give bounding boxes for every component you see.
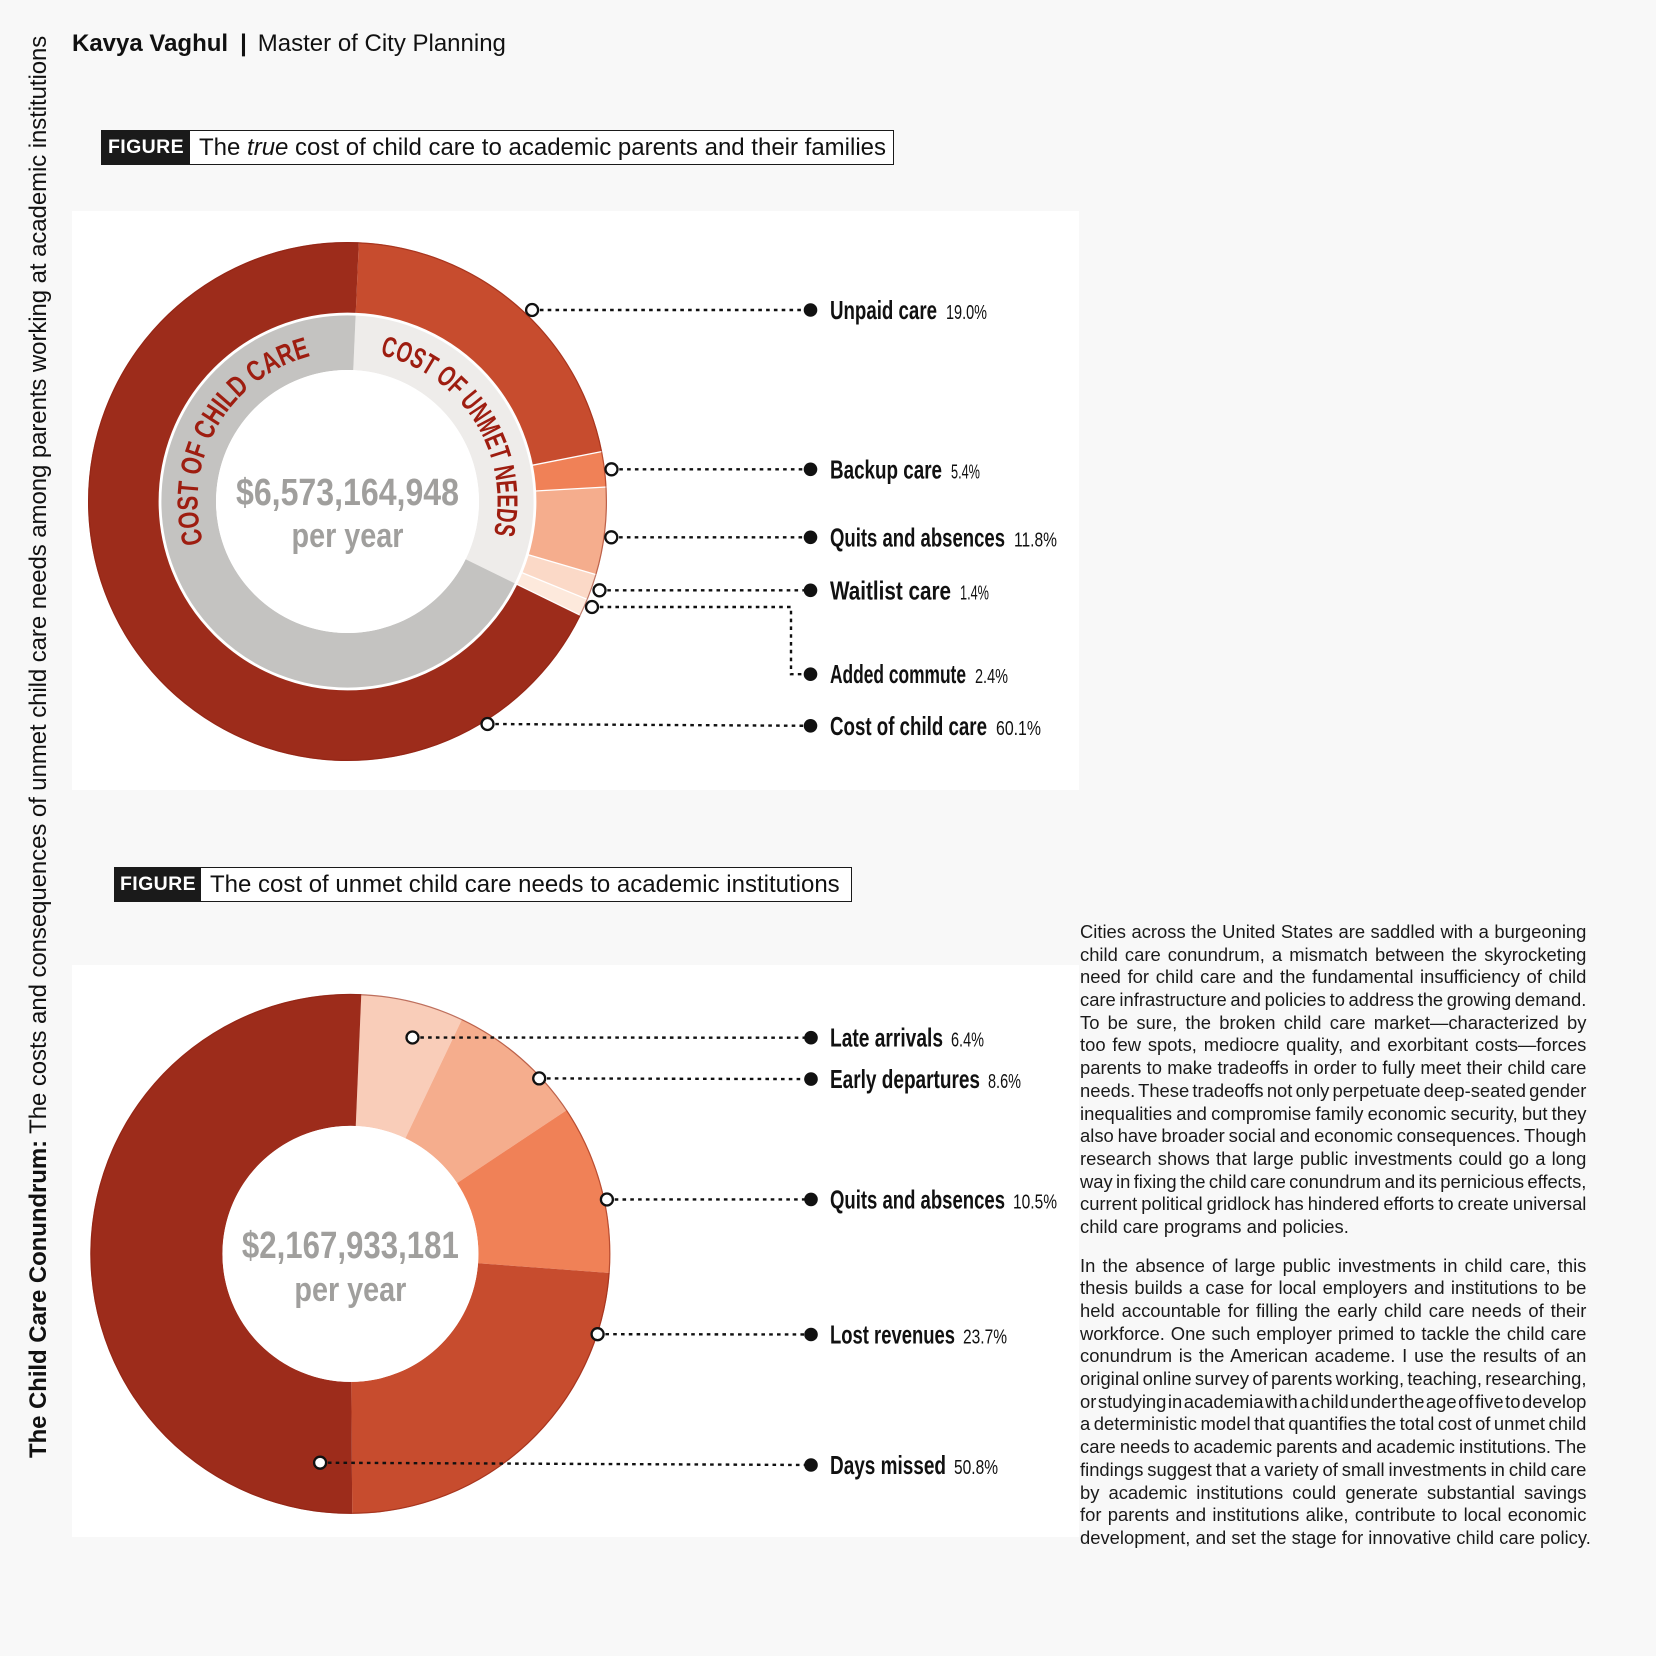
svg-text:Late arrivals: Late arrivals: [830, 1023, 943, 1053]
svg-text:Days missed: Days missed: [830, 1450, 946, 1480]
svg-text:11.8%: 11.8%: [1014, 529, 1057, 551]
svg-text:5.4%: 5.4%: [951, 461, 980, 483]
svg-text:50.8%: 50.8%: [954, 1457, 998, 1479]
svg-text:6.4%: 6.4%: [951, 1030, 984, 1052]
svg-text:Unpaid care: Unpaid care: [830, 295, 937, 325]
svg-text:per year: per year: [292, 517, 404, 555]
svg-text:8.6%: 8.6%: [988, 1071, 1021, 1093]
svg-text:$6,573,164,948: $6,573,164,948: [236, 472, 459, 514]
svg-text:per year: per year: [294, 1271, 406, 1309]
svg-text:60.1%: 60.1%: [996, 718, 1041, 740]
svg-text:23.7%: 23.7%: [963, 1327, 1007, 1349]
svg-text:2.4%: 2.4%: [975, 666, 1008, 688]
svg-text:10.5%: 10.5%: [1013, 1191, 1057, 1213]
svg-text:Cost of child care: Cost of child care: [830, 711, 987, 741]
svg-text:Added commute: Added commute: [830, 659, 966, 689]
svg-text:19.0%: 19.0%: [946, 302, 987, 324]
svg-text:$2,167,933,181: $2,167,933,181: [242, 1225, 459, 1267]
svg-text:Quits and absences: Quits and absences: [830, 1184, 1005, 1214]
svg-text:Lost revenues: Lost revenues: [830, 1320, 955, 1350]
svg-text:1.4%: 1.4%: [960, 582, 989, 604]
svg-text:Early departures: Early departures: [830, 1064, 980, 1094]
svg-text:Waitlist care: Waitlist care: [830, 575, 951, 605]
svg-text:Quits and absences: Quits and absences: [830, 522, 1005, 552]
svg-text:Backup care: Backup care: [830, 454, 942, 484]
